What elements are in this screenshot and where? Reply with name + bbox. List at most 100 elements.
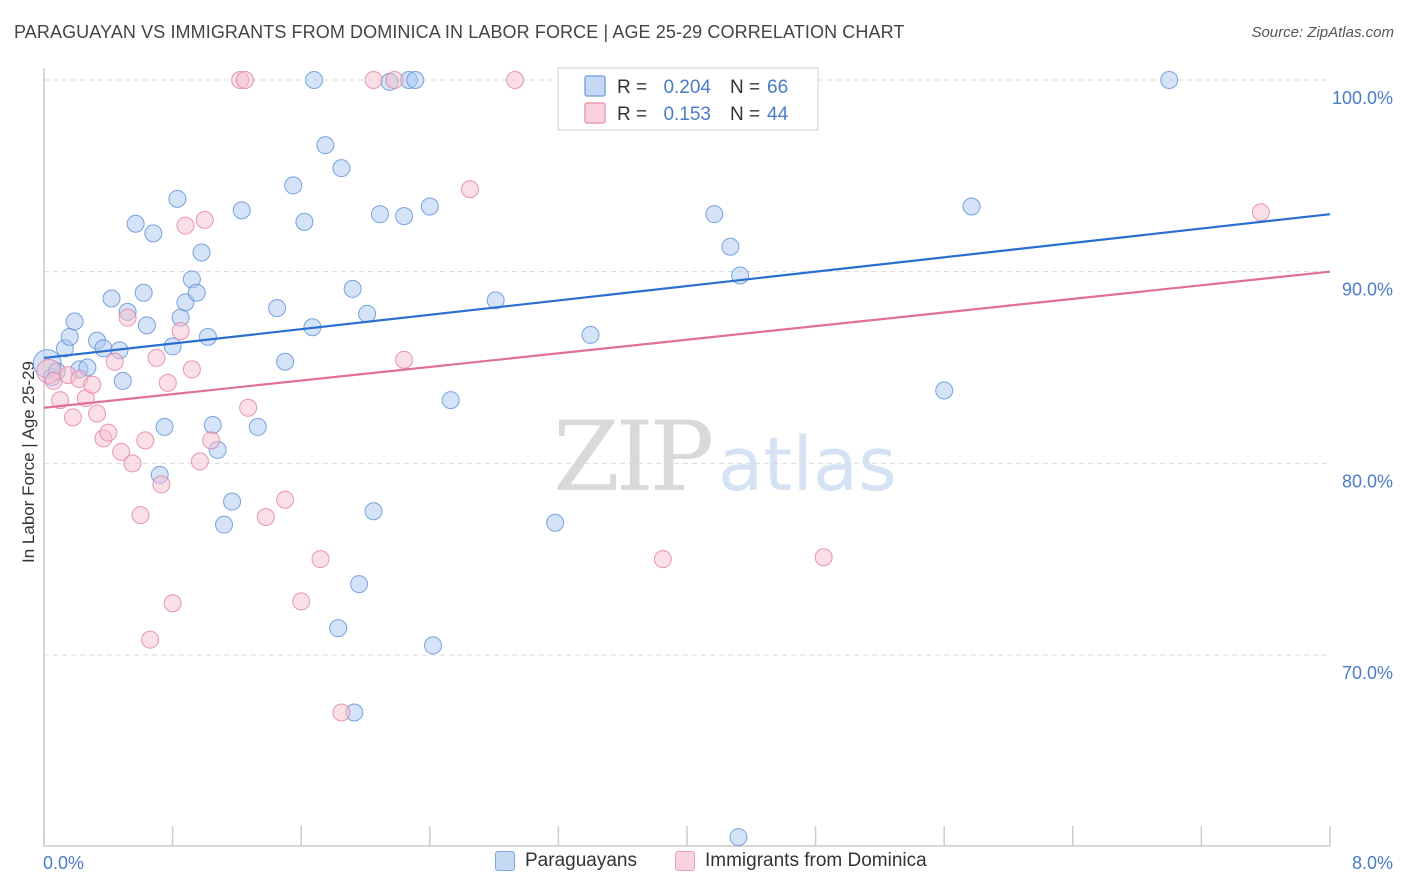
top-legend-r-label: R = — [617, 104, 647, 125]
point-dominica — [118, 308, 137, 327]
point-paraguayans — [284, 176, 303, 195]
top-legend-r-label: R = — [617, 77, 647, 98]
point-paraguayans — [144, 224, 163, 243]
point-dominica — [292, 592, 311, 611]
point-paraguayans — [370, 205, 389, 224]
point-paraguayans — [60, 327, 79, 346]
point-dominica — [276, 490, 295, 509]
y-tick-label: 100.0% — [1332, 88, 1393, 108]
point-paraguayans — [268, 299, 287, 318]
top-legend-swatch — [584, 75, 606, 97]
point-dominica — [136, 431, 155, 450]
point-paraguayans — [192, 243, 211, 262]
point-paraguayans — [581, 325, 600, 344]
point-dominica — [505, 71, 524, 89]
point-paraguayans — [424, 636, 443, 655]
point-dominica — [63, 408, 82, 427]
watermark-zip: ZIP — [553, 401, 712, 513]
point-dominica — [653, 550, 672, 569]
top-legend-swatch — [584, 102, 606, 124]
point-dominica — [158, 373, 177, 392]
y-tick-label: 80.0% — [1342, 471, 1393, 491]
point-paraguayans — [215, 515, 234, 534]
point-paraguayans — [94, 339, 113, 358]
point-dominica — [176, 216, 195, 235]
point-dominica — [112, 442, 131, 461]
point-paraguayans — [163, 337, 182, 356]
point-paraguayans — [65, 312, 84, 331]
point-dominica — [1251, 203, 1270, 222]
point-paraguayans — [395, 207, 414, 226]
point-paraguayans — [441, 391, 460, 410]
point-dominica — [460, 180, 479, 199]
point-paraguayans — [198, 327, 217, 346]
point-paraguayans — [729, 828, 748, 847]
point-paraguayans — [343, 279, 362, 298]
point-dominica — [256, 508, 275, 526]
point-paraguayans — [102, 289, 121, 308]
bottom-legend: Paraguayans Immigrants from Dominica — [0, 850, 1406, 880]
point-paraguayans — [350, 575, 369, 594]
point-dominica — [83, 375, 102, 394]
point-dominica — [311, 550, 330, 569]
y-tick-label: 70.0% — [1342, 663, 1393, 683]
legend-label-dominica: Immigrants from Dominica — [705, 850, 927, 871]
legend-item-paraguayans[interactable]: Paraguayans — [495, 850, 637, 872]
point-paraguayans — [168, 189, 187, 208]
point-dominica — [123, 454, 142, 473]
point-dominica — [171, 322, 190, 341]
point-dominica — [141, 630, 160, 649]
point-paraguayans — [486, 291, 505, 310]
point-dominica — [182, 360, 201, 379]
point-paraguayans — [364, 502, 383, 521]
point-dominica — [190, 452, 209, 471]
point-dominica — [147, 348, 166, 367]
top-legend-n-value: 66 — [767, 77, 788, 98]
point-paraguayans — [276, 352, 295, 371]
point-dominica — [131, 506, 150, 525]
point-paraguayans — [187, 283, 206, 302]
point-paraguayans — [305, 71, 324, 89]
top-legend-n-label: N = — [730, 77, 760, 98]
point-paraguayans — [1160, 71, 1179, 89]
y-tick-label: 90.0% — [1342, 280, 1393, 300]
point-dominica — [235, 71, 254, 89]
point-paraguayans — [332, 159, 351, 178]
point-paraguayans — [962, 197, 981, 216]
point-dominica — [88, 404, 107, 423]
top-legend-n-value: 44 — [767, 104, 789, 125]
point-dominica — [163, 594, 182, 613]
point-paraguayans — [137, 316, 156, 335]
legend-item-dominica[interactable]: Immigrants from Dominica — [675, 850, 927, 872]
point-dominica — [99, 423, 118, 442]
chart-source: Source: ZipAtlas.com — [1251, 24, 1394, 41]
point-dominica — [385, 71, 404, 89]
point-paraguayans — [329, 619, 348, 638]
point-paraguayans — [546, 513, 565, 532]
point-paraguayans — [223, 492, 242, 511]
x-tick-label-max: 8.0% — [1352, 853, 1393, 873]
point-dominica — [239, 398, 258, 417]
point-paraguayans — [295, 212, 314, 231]
point-dominica — [195, 210, 214, 229]
legend-swatch-pink — [675, 851, 695, 871]
point-dominica — [105, 352, 124, 371]
point-paraguayans — [358, 304, 377, 323]
top-legend-r-value: 0.153 — [663, 104, 711, 125]
point-dominica — [814, 548, 833, 567]
top-legend: R = 0.204 N = 66 R = 0.153 N = 44 — [557, 67, 819, 131]
point-paraguayans — [705, 205, 724, 224]
legend-label-paraguayans: Paraguayans — [525, 850, 637, 871]
point-dominica — [202, 431, 221, 450]
trendline-paraguayans — [43, 213, 1331, 360]
trendline-dominica — [43, 270, 1331, 409]
point-dominica — [395, 350, 414, 369]
point-paraguayans — [126, 214, 145, 233]
top-legend-n-label: N = — [730, 104, 760, 125]
point-paraguayans — [203, 416, 222, 434]
top-legend-r-value: 0.204 — [663, 77, 711, 98]
point-dominica — [152, 475, 171, 494]
point-paraguayans — [420, 197, 439, 216]
point-paraguayans — [406, 71, 425, 89]
point-paraguayans — [721, 237, 740, 256]
